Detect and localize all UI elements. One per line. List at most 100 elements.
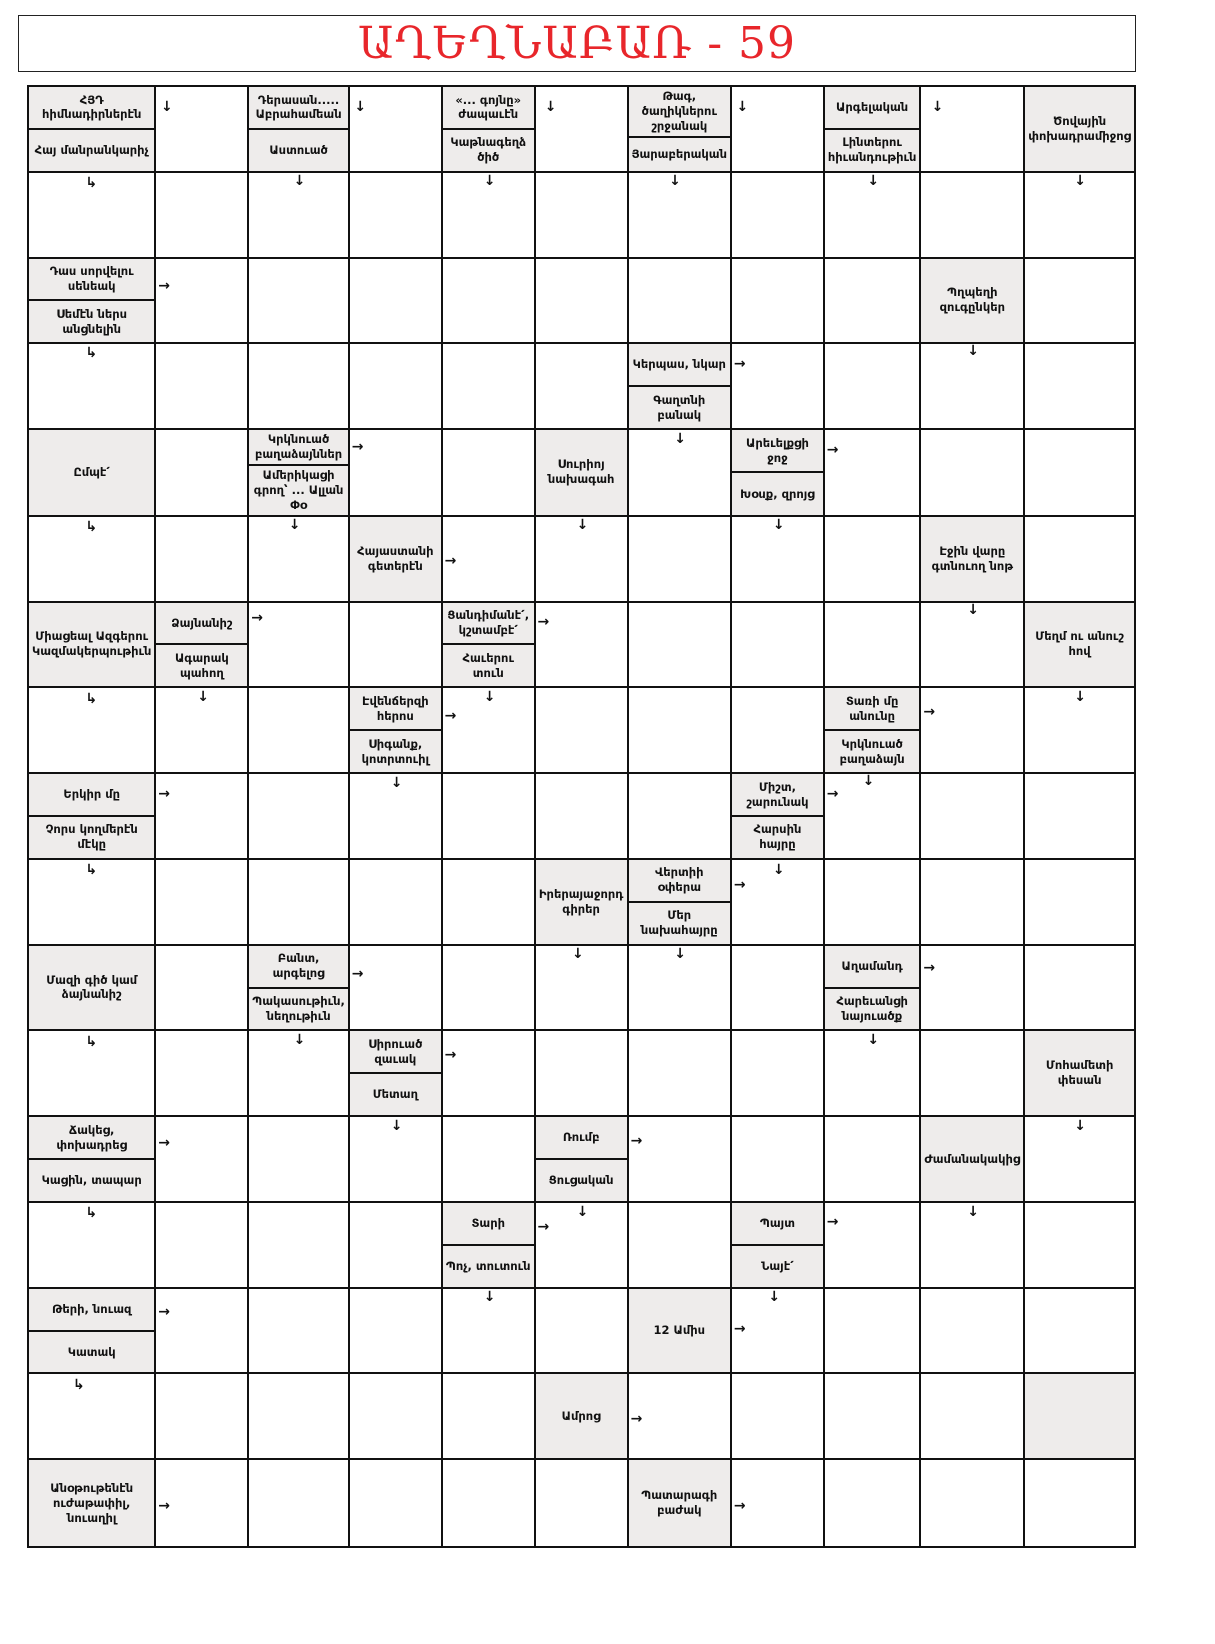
answer-cell[interactable]: ↓ bbox=[442, 172, 536, 259]
answer-cell[interactable] bbox=[535, 258, 629, 345]
answer-cell[interactable] bbox=[442, 1460, 536, 1546]
answer-cell[interactable]: ↓ bbox=[732, 87, 825, 173]
answer-cell[interactable] bbox=[442, 258, 536, 345]
answer-cell[interactable]: ↓ → bbox=[732, 859, 825, 946]
answer-cell[interactable] bbox=[921, 1374, 1026, 1461]
answer-cell[interactable]: ↓ bbox=[535, 945, 629, 1032]
answer-cell[interactable] bbox=[156, 859, 250, 946]
answer-cell[interactable] bbox=[349, 344, 443, 431]
answer-cell[interactable]: ↓ bbox=[535, 87, 629, 173]
answer-cell[interactable] bbox=[732, 172, 825, 259]
answer-cell[interactable] bbox=[732, 1117, 825, 1203]
answer-cell[interactable] bbox=[1025, 1460, 1134, 1546]
answer-cell[interactable] bbox=[156, 172, 250, 259]
answer-cell[interactable]: → bbox=[156, 1117, 250, 1203]
answer-cell[interactable]: → bbox=[156, 1288, 250, 1375]
answer-cell[interactable] bbox=[1025, 430, 1134, 517]
answer-cell[interactable]: ↓ bbox=[1025, 688, 1134, 775]
answer-cell[interactable] bbox=[156, 1202, 250, 1289]
answer-cell[interactable]: ↓ → bbox=[535, 1202, 629, 1289]
answer-cell[interactable]: → bbox=[442, 1031, 536, 1118]
answer-cell[interactable]: ↓ bbox=[535, 516, 629, 603]
answer-cell[interactable]: ↓ bbox=[628, 945, 732, 1032]
answer-cell[interactable]: → bbox=[732, 344, 825, 431]
answer-cell[interactable] bbox=[921, 1288, 1026, 1375]
answer-cell[interactable]: ↳ bbox=[29, 1031, 157, 1118]
answer-cell[interactable] bbox=[824, 258, 922, 345]
answer-cell[interactable] bbox=[535, 344, 629, 431]
answer-cell[interactable] bbox=[249, 688, 350, 775]
answer-cell[interactable]: ↓ bbox=[156, 688, 250, 775]
answer-cell[interactable]: ↓ bbox=[921, 87, 1026, 173]
answer-cell[interactable] bbox=[824, 1288, 922, 1375]
answer-cell[interactable]: ↳ bbox=[29, 344, 157, 431]
answer-cell[interactable]: → bbox=[824, 430, 922, 517]
answer-cell[interactable] bbox=[732, 688, 825, 775]
answer-cell[interactable]: ↓ bbox=[349, 87, 443, 173]
answer-cell[interactable] bbox=[824, 1374, 922, 1461]
answer-cell[interactable] bbox=[1025, 1202, 1134, 1289]
answer-cell[interactable]: → bbox=[442, 516, 536, 603]
answer-cell[interactable] bbox=[442, 945, 536, 1032]
answer-cell[interactable] bbox=[628, 774, 732, 860]
answer-cell[interactable] bbox=[249, 1288, 350, 1375]
answer-cell[interactable]: ↓ bbox=[824, 1031, 922, 1118]
answer-cell[interactable] bbox=[156, 430, 250, 517]
answer-cell[interactable] bbox=[535, 172, 629, 259]
answer-cell[interactable] bbox=[824, 859, 922, 946]
answer-cell[interactable] bbox=[249, 1202, 350, 1289]
answer-cell[interactable]: ↳ bbox=[29, 859, 157, 946]
answer-cell[interactable]: ↓ bbox=[249, 516, 350, 603]
answer-cell[interactable]: → bbox=[156, 258, 250, 345]
answer-cell[interactable] bbox=[1025, 258, 1134, 345]
answer-cell[interactable] bbox=[628, 1202, 732, 1289]
answer-cell[interactable] bbox=[628, 602, 732, 689]
answer-cell[interactable]: ↓ bbox=[628, 172, 732, 259]
answer-cell[interactable] bbox=[156, 1031, 250, 1118]
answer-cell[interactable] bbox=[921, 172, 1026, 259]
answer-cell[interactable]: ↓ bbox=[1025, 172, 1134, 259]
answer-cell[interactable] bbox=[349, 602, 443, 689]
answer-cell[interactable]: ↓ bbox=[249, 1031, 350, 1118]
answer-cell[interactable] bbox=[1025, 344, 1134, 431]
answer-cell[interactable] bbox=[349, 258, 443, 345]
answer-cell[interactable] bbox=[349, 1288, 443, 1375]
answer-cell[interactable] bbox=[349, 172, 443, 259]
answer-cell[interactable] bbox=[442, 344, 536, 431]
answer-cell[interactable] bbox=[249, 1374, 350, 1461]
answer-cell[interactable]: → bbox=[921, 688, 1026, 775]
answer-cell[interactable]: ↳ bbox=[29, 1374, 157, 1461]
answer-cell[interactable]: ↓ bbox=[249, 172, 350, 259]
answer-cell[interactable] bbox=[442, 1374, 536, 1461]
answer-cell[interactable]: ↓ bbox=[1025, 1117, 1134, 1203]
answer-cell[interactable]: → bbox=[349, 945, 443, 1032]
answer-cell[interactable] bbox=[249, 344, 350, 431]
answer-cell[interactable]: ↳ bbox=[29, 516, 157, 603]
answer-cell[interactable] bbox=[732, 258, 825, 345]
answer-cell[interactable] bbox=[349, 1202, 443, 1289]
answer-cell[interactable]: ↓ bbox=[349, 774, 443, 860]
answer-cell[interactable]: ↓ bbox=[156, 87, 250, 173]
answer-cell[interactable] bbox=[249, 859, 350, 946]
answer-cell[interactable]: → bbox=[732, 1460, 825, 1546]
answer-cell[interactable] bbox=[156, 344, 250, 431]
answer-cell[interactable] bbox=[732, 1374, 825, 1461]
answer-cell[interactable] bbox=[824, 344, 922, 431]
answer-cell[interactable] bbox=[1025, 516, 1134, 603]
answer-cell[interactable]: ↓ bbox=[921, 1202, 1026, 1289]
answer-cell[interactable] bbox=[535, 1460, 629, 1546]
answer-cell[interactable]: ↓ → bbox=[824, 774, 922, 860]
answer-cell[interactable]: ↓ → bbox=[442, 688, 536, 775]
answer-cell[interactable]: ↓ bbox=[349, 1117, 443, 1203]
answer-cell[interactable]: → bbox=[349, 430, 443, 517]
answer-cell[interactable] bbox=[732, 602, 825, 689]
answer-cell[interactable]: → bbox=[921, 945, 1026, 1032]
answer-cell[interactable] bbox=[349, 1374, 443, 1461]
answer-cell[interactable] bbox=[249, 258, 350, 345]
answer-cell[interactable]: ↓ bbox=[921, 602, 1026, 689]
answer-cell[interactable] bbox=[921, 774, 1026, 860]
answer-cell[interactable] bbox=[824, 1460, 922, 1546]
answer-cell[interactable]: ↳ bbox=[29, 688, 157, 775]
answer-cell[interactable] bbox=[732, 1031, 825, 1118]
answer-cell[interactable] bbox=[249, 774, 350, 860]
